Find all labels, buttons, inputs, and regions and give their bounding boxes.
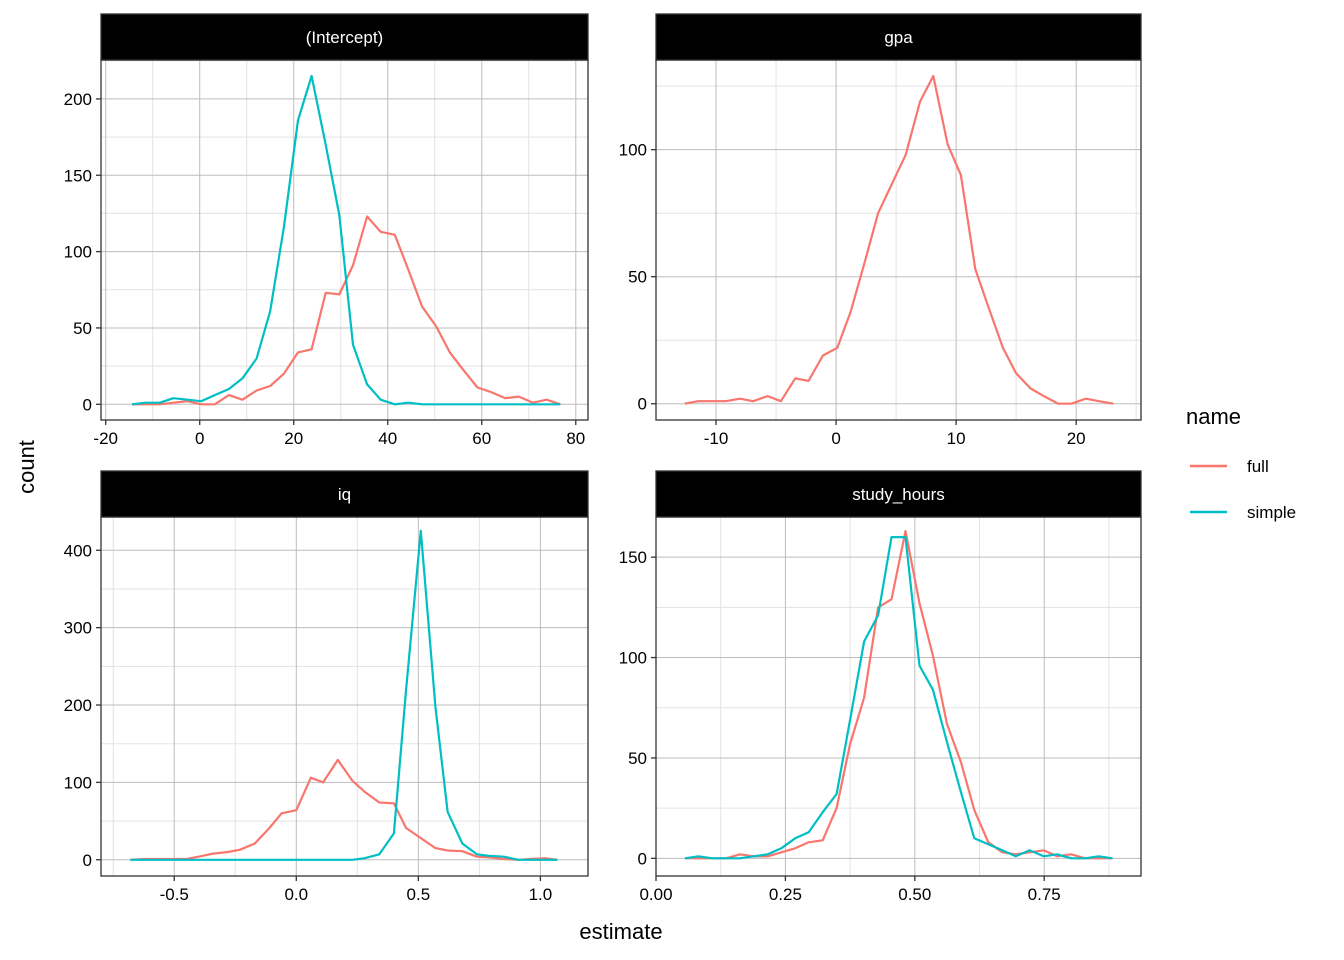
- x-tick-label: -10: [704, 429, 729, 448]
- y-tick-label: 100: [619, 141, 647, 160]
- panel-gpa: gpa -10 0 10 20 0 50 100: [619, 13, 1142, 448]
- y-tick-label: 0: [83, 851, 92, 870]
- y-tick-label: 150: [64, 166, 92, 185]
- legend: name full simple: [1186, 404, 1296, 522]
- strip-background: [100, 13, 589, 61]
- y-tick-label: 150: [619, 548, 647, 567]
- strip-label: (Intercept): [306, 28, 383, 47]
- strip-background: [100, 470, 589, 518]
- series-line-simple: [684, 535, 1113, 860]
- y-tick-label: 0: [638, 395, 647, 414]
- strip-label: gpa: [884, 28, 913, 47]
- series-line-full: [684, 74, 1114, 405]
- plot-background: [656, 60, 1141, 420]
- x-tick-label: 10: [947, 429, 966, 448]
- panels: (Intercept)-20 0 20 40 60 80050100150200gpa-1…: [64, 13, 1142, 904]
- y-tick-label: 50: [628, 749, 647, 768]
- y-tick-label: 100: [619, 649, 647, 668]
- panel-iq: iq -0.5 0.0 0.5 1.0 0 100 200 300 400: [64, 470, 589, 904]
- panel-study-hours: study_hours 0.00 0.25 0.50 0.75 0 50 100 150: [619, 470, 1142, 904]
- strip-background: [655, 13, 1142, 61]
- plot-background: [101, 517, 588, 876]
- y-tick-label: 100: [64, 773, 92, 792]
- y-tick-label: 0: [638, 849, 647, 868]
- x-tick-label: 20: [1067, 429, 1086, 448]
- strip-label: iq: [338, 485, 351, 504]
- series-line-simple: [131, 74, 561, 406]
- legend-title: name: [1186, 404, 1241, 429]
- x-tick-label: 0.75: [1028, 885, 1061, 904]
- x-tick-label: 0.5: [407, 885, 431, 904]
- strip-background: [655, 470, 1142, 518]
- y-tick-label: 300: [64, 619, 92, 638]
- strip-label: study_hours: [852, 485, 945, 504]
- y-tick-label: 50: [73, 319, 92, 338]
- y-axis-title: count: [14, 440, 39, 494]
- y-tick-label: 50: [628, 268, 647, 287]
- x-tick-label: 0.25: [769, 885, 802, 904]
- plot-background: [656, 517, 1141, 876]
- y-tick-label: 200: [64, 696, 92, 715]
- x-tick-label: 0.0: [284, 885, 308, 904]
- y-tick-label: 0: [83, 395, 92, 414]
- legend-label-full: full: [1247, 457, 1269, 476]
- x-tick-label: 1.0: [529, 885, 553, 904]
- x-tick-label: 0.00: [639, 885, 672, 904]
- x-tick-label: 40: [378, 429, 397, 448]
- x-tick-label: 0: [831, 429, 840, 448]
- x-axis-title: estimate: [579, 919, 662, 944]
- y-tick-label: 400: [64, 541, 92, 560]
- x-tick-label: 60: [472, 429, 491, 448]
- x-tick-label: 0: [195, 429, 204, 448]
- x-tick-label: -20: [93, 429, 118, 448]
- legend-label-simple: simple: [1247, 503, 1296, 522]
- series-line-full: [130, 758, 558, 861]
- plot-background: [101, 60, 588, 420]
- y-tick-label: 200: [64, 90, 92, 109]
- x-tick-label: 0.50: [898, 885, 931, 904]
- x-tick-label: 80: [566, 429, 585, 448]
- y-tick-label: 100: [64, 243, 92, 262]
- x-tick-label: 20: [284, 429, 303, 448]
- series-line-simple: [130, 529, 558, 861]
- x-tick-label: -0.5: [160, 885, 189, 904]
